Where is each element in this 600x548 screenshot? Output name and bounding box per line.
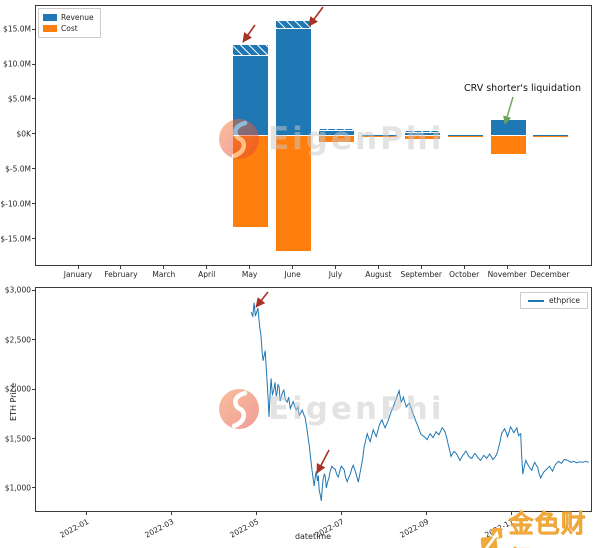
line-chart-x-tick-label: 2022-03 — [143, 517, 176, 540]
tick-mark — [170, 512, 172, 515]
cost-bar-December — [533, 135, 569, 137]
line-chart-x-tick-label: 2022-09 — [398, 517, 431, 540]
bar-chart-legend: Revenue Cost — [38, 8, 101, 38]
tick-mark — [32, 133, 35, 135]
bar-chart-x-tick-label: April — [198, 270, 216, 279]
bar-chart-y-tick-label: $15.0M — [3, 24, 31, 34]
tick-mark — [292, 266, 294, 269]
bar-chart-x-tick-label: July — [328, 270, 343, 279]
tick-mark — [32, 487, 35, 489]
tick-mark — [32, 203, 35, 205]
tick-mark — [32, 63, 35, 65]
x-axis-title: datetime — [294, 532, 332, 541]
bar-chart-y-tick-label: $10.0M — [3, 59, 31, 69]
line-chart-y-tick-label: $2,500 — [4, 335, 31, 345]
tick-mark — [463, 266, 465, 269]
bar-chart-y-tick-label: $-15.0M — [0, 234, 31, 244]
revenue-bar-July — [318, 131, 354, 135]
revenue-hatched-top-May — [233, 45, 269, 56]
line-chart-x-tick-label: 2022-05 — [228, 517, 261, 540]
revenue-hatched-top-November — [490, 118, 526, 121]
revenue-hatched-top-July — [318, 129, 354, 132]
tick-mark — [32, 339, 35, 341]
bar-chart-x-tick-label: November — [487, 270, 527, 279]
tick-mark — [32, 289, 35, 291]
legend-item-revenue: Revenue — [43, 12, 94, 23]
tick-mark — [249, 266, 251, 269]
tick-mark — [255, 512, 257, 515]
bar-chart-x-tick-label: January — [63, 270, 93, 279]
tick-mark — [377, 266, 379, 269]
bar-chart-x-tick-label: February — [104, 270, 138, 279]
bar-chart-y-tick-label: $-10.0M — [0, 199, 31, 209]
tick-mark — [32, 238, 35, 240]
ethprice-legend-label: ethprice — [549, 296, 580, 305]
bar-chart-x-tick-label: September — [400, 270, 442, 279]
tick-mark — [510, 512, 512, 515]
cost-bar-June — [276, 135, 312, 251]
bar-chart-y-tick-label: $0K — [16, 129, 31, 139]
revenue-bar-September — [404, 132, 440, 135]
tick-mark — [77, 266, 79, 269]
tick-mark — [85, 512, 87, 515]
tick-mark — [340, 512, 342, 515]
y-axis-title: ETH Price — [9, 382, 18, 421]
tick-mark — [506, 266, 508, 269]
tick-mark — [32, 438, 35, 440]
ethprice-line — [250, 302, 589, 501]
bar-chart-y-tick-label: $5.0M — [7, 94, 31, 104]
cost-legend-label: Cost — [61, 24, 78, 33]
cost-bar-August — [361, 135, 397, 138]
jinse-finance-logo: 金色财经 — [479, 504, 600, 548]
bar-chart-x-tick-label: June — [284, 270, 301, 279]
tick-mark — [420, 266, 422, 269]
revenue-bar-June — [276, 29, 312, 135]
line-chart-x-tick-label: 2022-01 — [58, 517, 91, 540]
line-chart-plot-area: ethprice — [35, 287, 592, 512]
bar-chart-x-tick-label: August — [365, 270, 392, 279]
revenue-bar-May — [233, 55, 269, 135]
crv-liquidation-annotation: CRV shorter's liquidation — [464, 83, 581, 94]
line-chart-y-tick-label: $3,000 — [4, 285, 31, 295]
jinse-logo-text: 金色财经 — [508, 509, 587, 548]
cost-bar-July — [318, 135, 354, 143]
cost-bar-November — [490, 135, 526, 155]
revenue-hatched-top-September — [404, 131, 440, 133]
bar-chart-y-tick-label: $-5.0M — [5, 164, 31, 174]
line-chart-legend: ethprice — [520, 292, 588, 309]
bar-chart-x-tick-label: October — [449, 270, 480, 279]
cost-bar-September — [404, 135, 440, 140]
tick-mark — [32, 28, 35, 30]
bar-chart-x-tick-label: December — [530, 270, 570, 279]
revenue-hatched-top-June — [276, 20, 312, 30]
line-chart-y-tick-label: $1,000 — [4, 483, 31, 493]
cost-bar-May — [233, 135, 269, 227]
jinse-logo-icon — [480, 527, 503, 548]
bar-chart-x-tick-label: March — [152, 270, 176, 279]
line-chart-y-tick-label: $2,000 — [4, 384, 31, 394]
bar-chart-x-tick-label: May — [241, 270, 258, 279]
tick-mark — [206, 266, 208, 269]
tick-mark — [334, 266, 336, 269]
ethprice-line-swatch — [528, 299, 545, 302]
tick-mark — [32, 98, 35, 100]
tick-mark — [120, 266, 122, 269]
bar-chart-plot-area — [35, 5, 592, 266]
line-chart-y-tick-label: $1,500 — [4, 434, 31, 444]
tick-mark — [32, 388, 35, 390]
tick-mark — [32, 168, 35, 170]
revenue-swatch — [43, 14, 57, 21]
revenue-bar-November — [490, 120, 526, 135]
tick-mark — [549, 266, 551, 269]
tick-mark — [163, 266, 165, 269]
cost-bar-October — [447, 135, 483, 137]
tick-mark — [425, 512, 427, 515]
legend-item-cost: Cost — [43, 23, 94, 34]
revenue-legend-label: Revenue — [61, 13, 94, 22]
cost-swatch — [43, 25, 57, 32]
